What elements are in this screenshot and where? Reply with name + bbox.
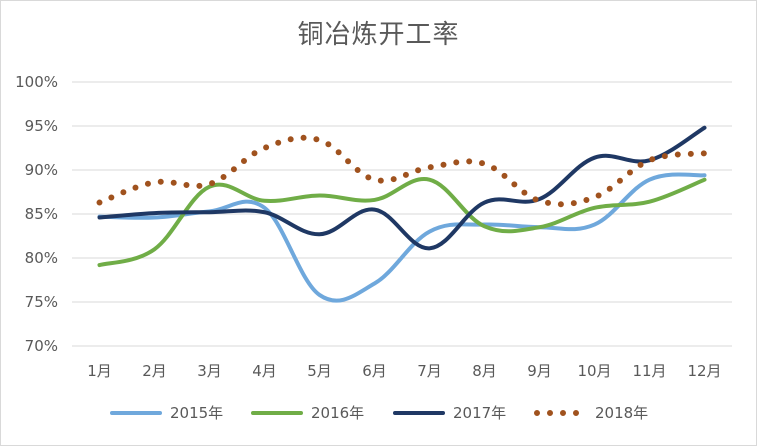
series-line-4 [96, 134, 708, 208]
chart-title: 铜冶炼开工率 [297, 20, 460, 50]
y-axis-ticks: 70% 75% 80% 85% 90% 95% 100% [15, 73, 58, 355]
y-tick-label: 90% [25, 161, 58, 179]
series-lines [96, 125, 708, 303]
legend-label: 2016年 [311, 404, 364, 422]
x-tick-label: 11月 [632, 362, 666, 380]
y-tick-label: 100% [15, 73, 58, 91]
legend-label: 2018年 [595, 404, 648, 422]
series-line-3 [97, 125, 707, 251]
legend-label: 2017年 [453, 404, 506, 422]
x-tick-label: 12月 [687, 362, 721, 380]
y-tick-label: 95% [25, 117, 58, 135]
x-tick-label: 5月 [307, 362, 332, 380]
x-axis-ticks: 1月 2月 3月 4月 5月 6月 7月 8月 9月 10月 11月 12月 [87, 362, 721, 380]
legend: 2015年 2016年 2017年 2018年 [110, 404, 648, 422]
series-line-2 [97, 177, 707, 268]
x-tick-label: 8月 [472, 362, 497, 380]
x-tick-label: 10月 [577, 362, 611, 380]
x-tick-label: 7月 [417, 362, 442, 380]
legend-label: 2015年 [170, 404, 223, 422]
y-tick-label: 85% [25, 205, 58, 223]
x-tick-label: 6月 [362, 362, 387, 380]
y-tick-label: 80% [25, 249, 58, 267]
x-tick-label: 9月 [527, 362, 552, 380]
y-tick-label: 70% [25, 337, 58, 355]
y-tick-label: 75% [25, 293, 58, 311]
x-tick-label: 2月 [142, 362, 167, 380]
x-tick-label: 4月 [252, 362, 277, 380]
x-tick-label: 3月 [197, 362, 222, 380]
series-line-1 [97, 172, 707, 303]
x-tick-label: 1月 [87, 362, 112, 380]
